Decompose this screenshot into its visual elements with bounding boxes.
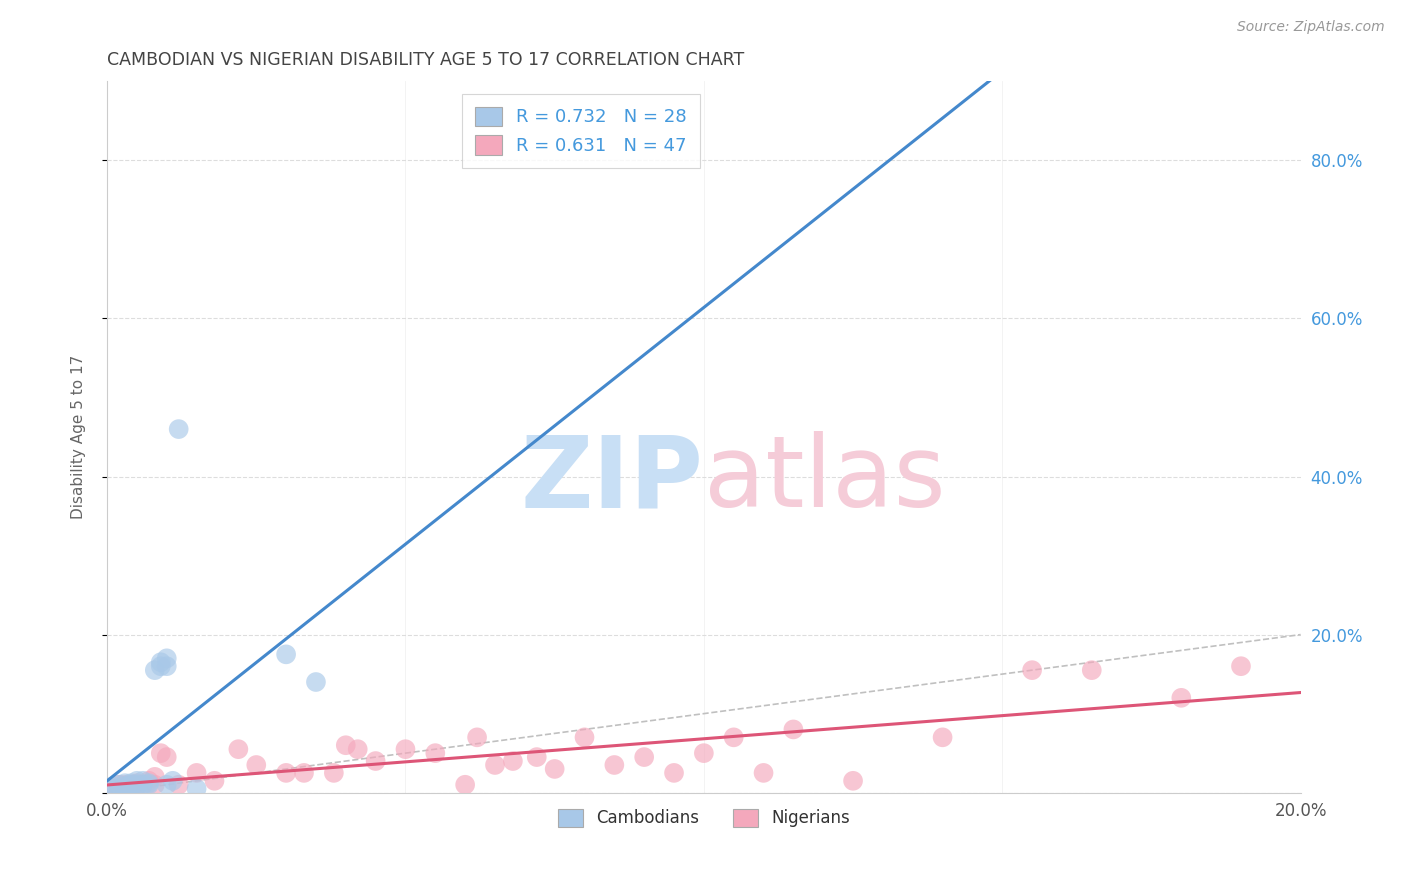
Point [502, 754, 524, 768]
Point [108, 778, 131, 792]
Point [394, 742, 416, 756]
Point [114, 776, 136, 790]
Point [101, 780, 124, 794]
Point [346, 742, 368, 756]
Point [143, 770, 166, 784]
Point [125, 778, 148, 792]
Point [108, 781, 131, 796]
Point [723, 731, 745, 745]
Point [484, 758, 506, 772]
Point [526, 750, 548, 764]
Point [425, 746, 447, 760]
Point [274, 648, 297, 662]
Point [101, 781, 124, 796]
Point [162, 773, 184, 788]
Point [120, 780, 142, 794]
Point [114, 781, 136, 796]
Point [204, 773, 226, 788]
Point [156, 651, 179, 665]
Point [335, 738, 357, 752]
Y-axis label: Disability Age 5 to 17: Disability Age 5 to 17 [72, 355, 86, 519]
Point [167, 778, 190, 792]
Legend: Cambodians, Nigerians: Cambodians, Nigerians [551, 802, 856, 834]
Point [454, 778, 477, 792]
Point [465, 731, 488, 745]
Text: ZIP: ZIP [522, 431, 704, 528]
Point [186, 765, 208, 780]
Point [108, 778, 131, 792]
Point [1021, 663, 1043, 677]
Point [125, 780, 148, 794]
Point [125, 780, 148, 794]
Point [149, 746, 172, 760]
Point [149, 659, 172, 673]
Point [931, 731, 953, 745]
Point [156, 750, 179, 764]
Point [274, 765, 297, 780]
Point [156, 778, 179, 792]
Point [544, 762, 567, 776]
Point [245, 758, 267, 772]
Point [292, 765, 315, 780]
Text: Source: ZipAtlas.com: Source: ZipAtlas.com [1237, 20, 1385, 34]
Point [101, 781, 124, 796]
Point [114, 780, 136, 794]
Point [138, 776, 160, 790]
Point [132, 778, 155, 792]
Point [752, 765, 775, 780]
Point [120, 778, 142, 792]
Point [574, 731, 596, 745]
Point [138, 773, 160, 788]
Point [143, 778, 166, 792]
Point [108, 781, 131, 796]
Point [662, 765, 685, 780]
Point [125, 773, 148, 788]
Point [120, 776, 142, 790]
Point [603, 758, 626, 772]
Point [114, 778, 136, 792]
Point [1230, 659, 1253, 673]
Point [1170, 690, 1192, 705]
Point [156, 659, 179, 673]
Point [633, 750, 655, 764]
Point [138, 778, 160, 792]
Point [364, 754, 387, 768]
Point [305, 675, 328, 690]
Point [114, 780, 136, 794]
Point [782, 723, 804, 737]
Point [1081, 663, 1104, 677]
Point [132, 778, 155, 792]
Text: atlas: atlas [704, 431, 945, 528]
Point [132, 773, 155, 788]
Text: CAMBODIAN VS NIGERIAN DISABILITY AGE 5 TO 17 CORRELATION CHART: CAMBODIAN VS NIGERIAN DISABILITY AGE 5 T… [107, 51, 744, 69]
Point [125, 776, 148, 790]
Point [149, 655, 172, 669]
Point [842, 773, 865, 788]
Point [167, 422, 190, 436]
Point [143, 663, 166, 677]
Point [186, 781, 208, 796]
Point [228, 742, 250, 756]
Point [693, 746, 716, 760]
Point [322, 765, 344, 780]
Point [120, 778, 142, 792]
